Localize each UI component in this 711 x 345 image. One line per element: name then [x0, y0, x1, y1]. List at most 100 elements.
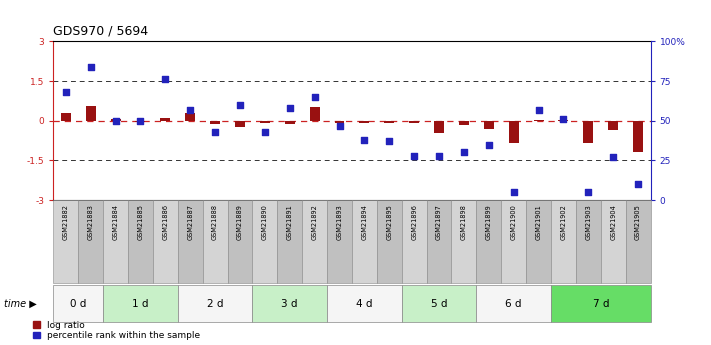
Bar — [111, 119, 121, 121]
Point — [458, 150, 469, 155]
Text: GSM21890: GSM21890 — [262, 204, 268, 240]
Text: GSM21904: GSM21904 — [610, 204, 616, 240]
Bar — [228, 200, 252, 283]
Bar — [153, 200, 178, 283]
Bar — [609, 121, 618, 130]
Point — [358, 137, 370, 142]
Point — [557, 116, 569, 122]
Bar — [583, 121, 593, 143]
Point — [85, 64, 97, 70]
Bar — [434, 121, 444, 132]
Point — [284, 105, 296, 111]
Text: GSM21884: GSM21884 — [112, 204, 119, 240]
Bar — [576, 200, 601, 283]
Bar — [402, 200, 427, 283]
Text: GSM21895: GSM21895 — [386, 204, 392, 240]
Bar — [78, 200, 103, 283]
Bar — [185, 114, 195, 121]
Bar — [559, 120, 569, 121]
Bar — [633, 121, 643, 152]
Bar — [384, 121, 394, 124]
Bar — [508, 121, 518, 143]
Point — [408, 153, 419, 158]
Bar — [533, 120, 543, 121]
Point — [135, 118, 146, 124]
Bar — [53, 200, 78, 283]
Text: GSM21889: GSM21889 — [237, 204, 243, 240]
Bar — [327, 285, 402, 322]
Bar — [284, 121, 294, 124]
Text: GDS970 / 5694: GDS970 / 5694 — [53, 25, 149, 38]
Point — [633, 181, 644, 187]
Bar — [410, 121, 419, 124]
Point — [508, 189, 519, 195]
Bar — [483, 121, 493, 129]
Bar — [60, 113, 70, 121]
Bar — [310, 107, 320, 121]
Text: 3 d: 3 d — [282, 299, 298, 308]
Text: GSM21883: GSM21883 — [87, 204, 94, 240]
Bar — [334, 121, 344, 123]
Text: GSM21902: GSM21902 — [560, 204, 567, 240]
Text: GSM21893: GSM21893 — [336, 204, 343, 240]
Bar — [302, 200, 327, 283]
Point — [607, 155, 619, 160]
Text: GSM21887: GSM21887 — [187, 204, 193, 240]
Text: 7 d: 7 d — [592, 299, 609, 308]
Bar — [402, 285, 476, 322]
Text: GSM21892: GSM21892 — [311, 204, 318, 240]
Text: GSM21885: GSM21885 — [137, 204, 144, 240]
Bar — [601, 200, 626, 283]
Bar — [352, 200, 377, 283]
Text: GSM21901: GSM21901 — [535, 204, 542, 240]
Text: 4 d: 4 d — [356, 299, 373, 308]
Text: GSM21888: GSM21888 — [212, 204, 218, 240]
Point — [433, 153, 445, 158]
Bar — [53, 285, 103, 322]
Bar — [551, 200, 576, 283]
Bar — [252, 285, 327, 322]
Text: 6 d: 6 d — [506, 299, 522, 308]
Bar — [210, 121, 220, 124]
Point — [185, 107, 196, 112]
Bar — [327, 200, 352, 283]
Text: 0 d: 0 d — [70, 299, 87, 308]
Point — [234, 102, 246, 108]
Text: GSM21898: GSM21898 — [461, 204, 467, 240]
Bar — [178, 285, 252, 322]
Text: GSM21886: GSM21886 — [162, 204, 169, 240]
Text: GSM21897: GSM21897 — [436, 204, 442, 240]
Point — [384, 139, 395, 144]
Bar — [451, 200, 476, 283]
Point — [159, 77, 171, 82]
Bar — [626, 200, 651, 283]
Text: time ▶: time ▶ — [4, 299, 36, 308]
Bar — [135, 121, 145, 122]
Point — [109, 118, 121, 124]
Bar — [377, 200, 402, 283]
Text: GSM21896: GSM21896 — [411, 204, 417, 240]
Text: GSM21894: GSM21894 — [361, 204, 368, 240]
Text: 2 d: 2 d — [207, 299, 223, 308]
Bar — [178, 200, 203, 283]
Bar — [252, 200, 277, 283]
Point — [60, 89, 71, 95]
Bar — [128, 200, 153, 283]
Bar — [551, 285, 651, 322]
Bar — [235, 121, 245, 127]
Point — [209, 129, 220, 135]
Bar — [160, 118, 170, 121]
Bar — [501, 200, 526, 283]
Text: 5 d: 5 d — [431, 299, 447, 308]
Bar — [103, 285, 178, 322]
Bar — [277, 200, 302, 283]
Point — [533, 107, 545, 112]
Bar — [476, 285, 551, 322]
Text: GSM21882: GSM21882 — [63, 204, 69, 240]
Point — [483, 142, 494, 147]
Point — [309, 94, 320, 100]
Text: 1 d: 1 d — [132, 299, 149, 308]
Bar — [526, 200, 551, 283]
Bar — [85, 106, 95, 121]
Bar — [260, 121, 270, 123]
